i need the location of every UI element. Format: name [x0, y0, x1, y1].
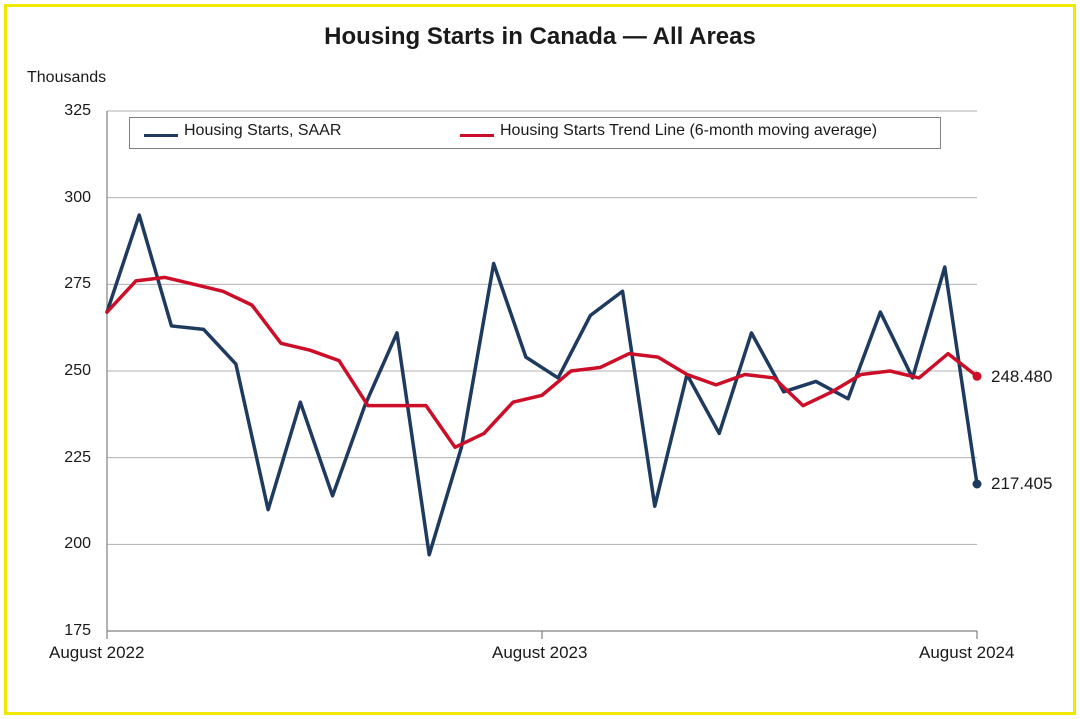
legend-item: Housing Starts Trend Line (6-month movin… — [460, 122, 877, 140]
x-tick-label: August 2024 — [919, 643, 1014, 663]
y-tick-label: 325 — [64, 102, 91, 120]
legend-label: Housing Starts Trend Line (6-month movin… — [500, 122, 877, 140]
y-tick-label: 175 — [64, 622, 91, 640]
legend-label: Housing Starts, SAAR — [184, 122, 341, 140]
y-tick-label: 225 — [64, 449, 91, 467]
y-tick-label: 200 — [64, 535, 91, 553]
y-tick-label: 250 — [64, 362, 91, 380]
chart-plot-area — [7, 7, 1079, 718]
chart-frame: Housing Starts in Canada — All Areas Tho… — [4, 4, 1076, 715]
chart-legend: Housing Starts, SAAR Housing Starts Trend… — [129, 117, 941, 149]
legend-item: Housing Starts, SAAR — [144, 122, 341, 140]
x-tick-label: August 2022 — [49, 643, 144, 663]
x-tick-label: August 2023 — [492, 643, 587, 663]
legend-swatch — [460, 134, 494, 137]
y-tick-label: 275 — [64, 275, 91, 293]
series-end-label: 248.480 — [991, 367, 1052, 387]
y-tick-label: 300 — [64, 189, 91, 207]
series-end-label: 217.405 — [991, 474, 1052, 494]
legend-swatch — [144, 134, 178, 137]
